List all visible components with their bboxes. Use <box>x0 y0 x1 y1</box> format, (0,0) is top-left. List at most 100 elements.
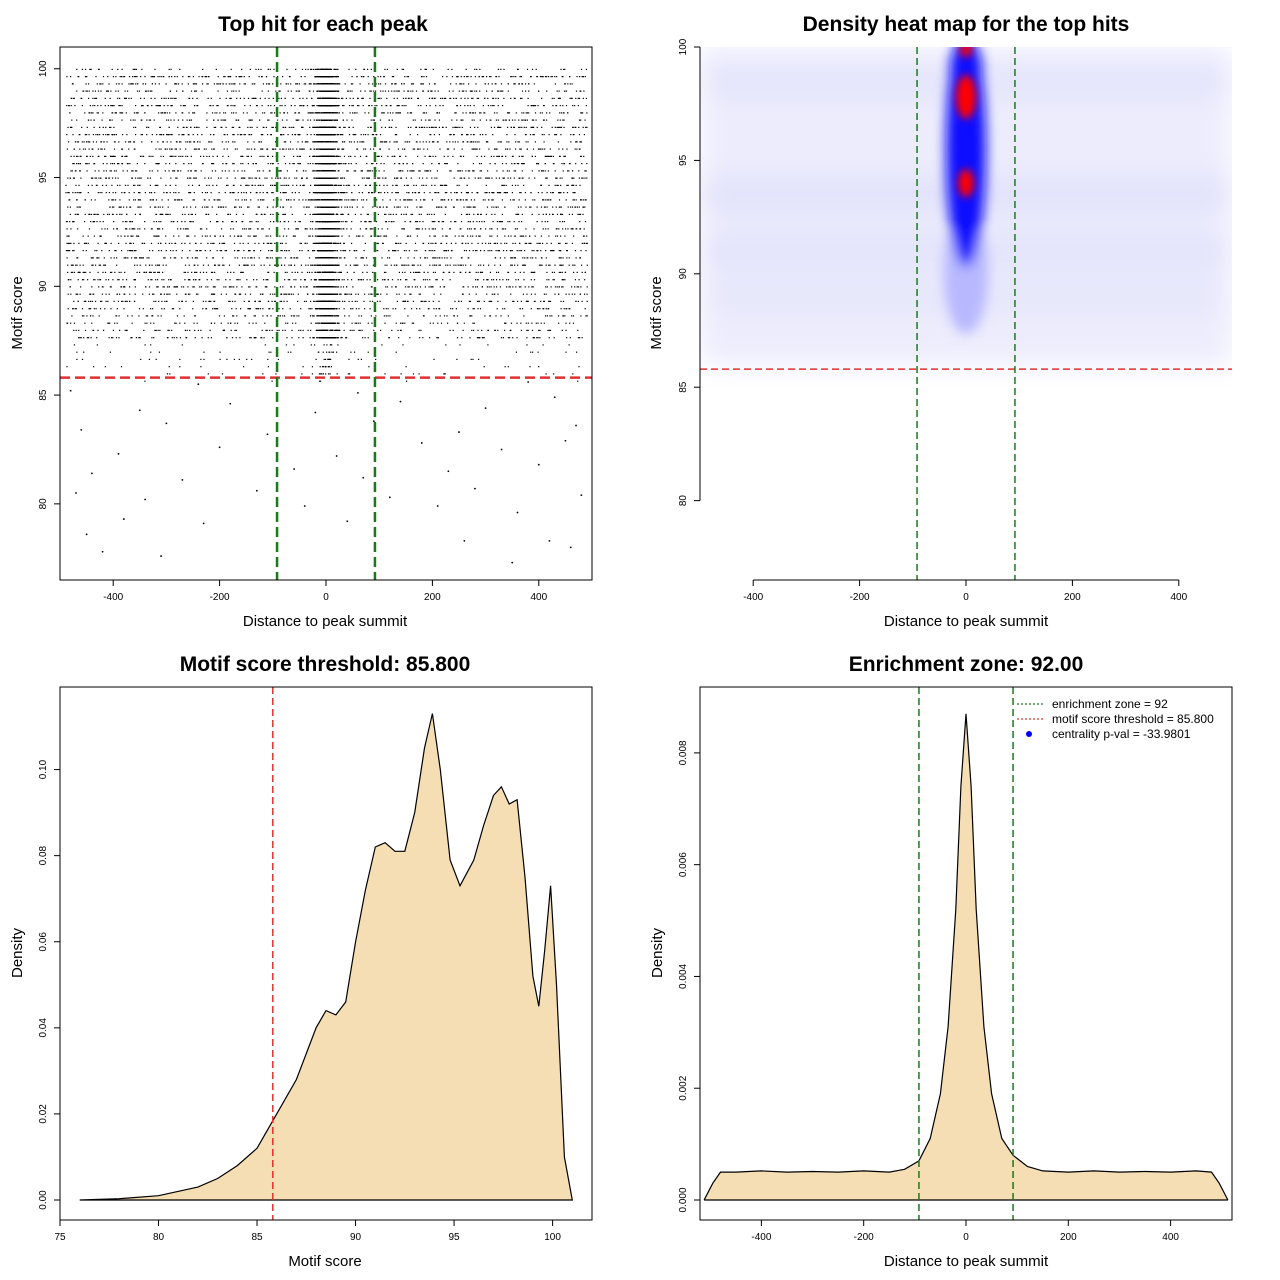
scatter-point <box>495 250 497 252</box>
scatter-point <box>305 170 307 172</box>
scatter-point <box>292 184 294 186</box>
scatter-point <box>527 322 529 324</box>
scatter-point <box>226 184 228 186</box>
scatter-point <box>353 134 355 136</box>
scatter-point <box>461 126 463 128</box>
scatter-point <box>172 250 174 252</box>
scatter-point <box>157 141 159 143</box>
scatter-point <box>135 126 137 128</box>
scatter-point <box>325 373 327 375</box>
scatter-point <box>200 286 203 288</box>
scatter-point <box>565 308 567 310</box>
scatter-point <box>296 155 298 157</box>
scatter-point <box>166 293 168 295</box>
scatter-point <box>578 279 580 281</box>
scatter-point <box>416 235 418 237</box>
scatter-point <box>270 134 272 136</box>
scatter-point <box>474 206 476 208</box>
scatter-point <box>312 68 314 70</box>
scatter-point <box>73 250 75 252</box>
scatter-point <box>432 155 434 157</box>
scatter-point <box>491 279 493 281</box>
scatter-point <box>537 322 539 324</box>
scatter-point <box>105 242 107 244</box>
scatter-point <box>141 141 143 143</box>
scatter-point <box>473 322 475 324</box>
scatter-point <box>526 344 528 346</box>
scatter-point <box>138 192 140 194</box>
scatter-point <box>583 155 585 157</box>
scatter-point <box>90 68 92 70</box>
scatter-point <box>107 76 109 78</box>
scatter-point <box>201 134 203 136</box>
scatter-point <box>155 358 157 360</box>
scatter-point <box>264 97 266 99</box>
scatter-point <box>422 90 424 92</box>
scatter-point <box>398 90 400 92</box>
scatter-point <box>214 170 217 172</box>
scatter-point <box>151 90 153 92</box>
scatter-point <box>92 155 94 157</box>
scatter-point <box>318 351 320 353</box>
scatter-point <box>189 76 191 78</box>
scatter-point <box>316 177 318 179</box>
scatter-point <box>332 134 334 136</box>
scatter-point <box>494 163 496 165</box>
scatter-point <box>438 126 440 128</box>
scatter-point <box>279 112 281 114</box>
scatter-point <box>268 170 270 172</box>
scatter-point <box>81 279 84 281</box>
scatter-point <box>77 213 79 215</box>
scatter-point <box>117 235 119 237</box>
scatter-point <box>192 308 194 310</box>
scatter-point <box>175 177 177 179</box>
scatter-point <box>272 163 274 165</box>
scatter-point <box>111 184 113 186</box>
scatter-point <box>424 228 427 230</box>
scatter-point <box>384 126 386 128</box>
scatter-point <box>386 286 389 288</box>
scatter-point <box>449 97 451 99</box>
scatter-point <box>368 170 370 172</box>
scatter-point <box>501 221 503 223</box>
scatter-point <box>90 119 92 121</box>
scatter-point <box>561 221 564 223</box>
scatter-point <box>428 126 430 128</box>
scatter-point <box>130 242 132 244</box>
scatter-point <box>311 373 313 375</box>
scatter-point <box>510 76 512 78</box>
scatter-point <box>428 242 430 244</box>
scatter-point <box>116 228 118 230</box>
scatter-point <box>225 83 227 85</box>
scatter-point <box>377 250 379 252</box>
scatter-point <box>415 199 417 201</box>
scatter-point <box>493 192 495 194</box>
scatter-point <box>316 329 319 331</box>
scatter-point <box>112 105 114 107</box>
scatter-point <box>155 300 157 302</box>
scatter-point <box>300 264 302 266</box>
scatter-point <box>161 300 163 302</box>
scatter-point <box>386 68 388 70</box>
scatter-point <box>188 112 190 114</box>
scatter-point <box>429 105 431 107</box>
scatter-point <box>278 90 280 92</box>
scatter-point <box>491 293 493 295</box>
scatter-point <box>173 308 175 310</box>
scatter-point <box>91 286 93 288</box>
scatter-point <box>585 68 587 70</box>
scatter-point <box>217 177 220 179</box>
scatter-point <box>152 76 154 78</box>
scatter-point <box>274 293 276 295</box>
scatter-point <box>300 308 302 310</box>
scatter-point <box>317 322 319 324</box>
scatter-point <box>376 155 378 157</box>
scatter-point <box>566 250 568 252</box>
scatter-point <box>163 279 165 281</box>
scatter-point <box>549 213 551 215</box>
scatter-point <box>87 242 89 244</box>
scatter-point <box>410 170 412 172</box>
scatter-point <box>556 213 559 215</box>
scatter-point <box>472 322 474 324</box>
scatter-point <box>584 199 587 201</box>
